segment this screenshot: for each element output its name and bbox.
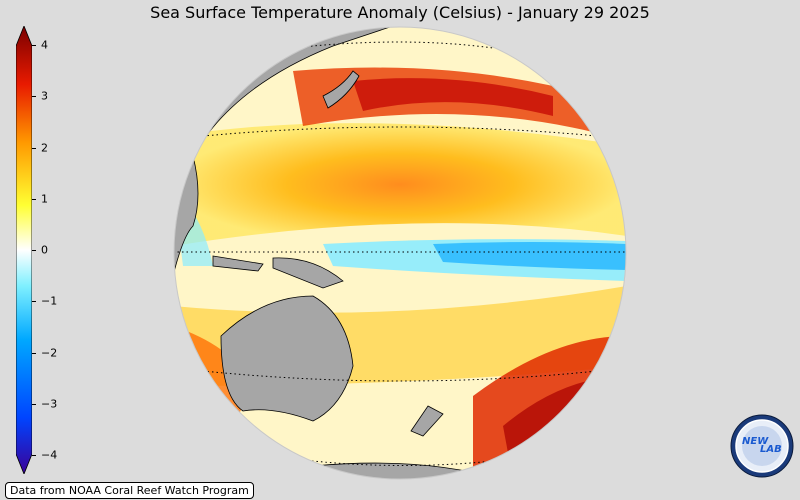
colorbar: [16, 26, 32, 474]
new-zealand-island: [410, 405, 444, 437]
australia-landmass: [220, 295, 354, 422]
colorbar-tick-label: −1: [41, 294, 58, 308]
colorbar-tick-mark: [32, 403, 36, 405]
colorbar-tick-label: −3: [41, 397, 58, 411]
colorbar-tick-label: 2: [41, 141, 48, 154]
data-credit: Data from NOAA Coral Reef Watch Program: [5, 482, 254, 499]
colorbar-tick-label: 0: [41, 243, 48, 257]
colorbar-tick-mark: [32, 96, 36, 98]
map-title: Sea Surface Temperature Anomaly (Celsius…: [150, 3, 650, 22]
new-guinea-island: [272, 257, 344, 289]
japan-island: [322, 70, 360, 109]
latitude-lines: [174, 41, 626, 466]
colorbar-tick-mark: [32, 455, 36, 456]
warm-band-north: [174, 123, 626, 246]
svg-text:LAB: LAB: [760, 444, 782, 455]
colorbar-tick-mark: [32, 250, 36, 251]
colorbar-tick-mark: [32, 301, 36, 303]
colorbar-tick-mark: [32, 352, 36, 354]
newlab-logo: NEW LAB: [730, 414, 794, 478]
colorbar-tick-mark: [32, 147, 36, 149]
colorbar-tick-label: −2: [41, 346, 58, 359]
colorbar-tick-label: 3: [41, 89, 48, 103]
indonesia-island: [212, 255, 264, 272]
colorbar-tick-mark: [32, 198, 36, 200]
colorbar-tick-mark: [32, 45, 36, 46]
svg-text:NEW: NEW: [742, 436, 769, 447]
colorbar-tick-label: −4: [41, 448, 58, 462]
colorbar-tick-label: 4: [41, 38, 48, 52]
colorbar-tick-label: 1: [41, 192, 48, 206]
globe-map: [173, 26, 627, 480]
